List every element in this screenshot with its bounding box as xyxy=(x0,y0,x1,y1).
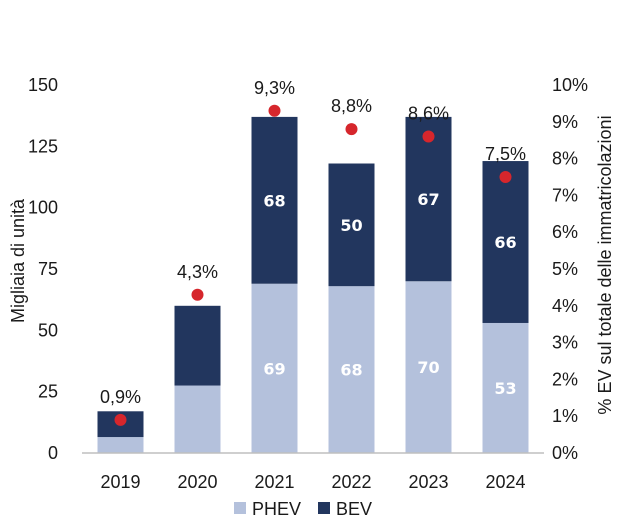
x-tick-2020: 2020 xyxy=(177,472,217,492)
y-tick-100: 100 xyxy=(28,198,58,218)
percent-markers: 0,9% 4,3% 9,3% 8,8% 8,6% 7,5% xyxy=(100,78,526,426)
bar-phev-2019 xyxy=(97,437,144,453)
percent-label-2021: 9,3% xyxy=(254,78,295,98)
bar-label-phev-2021: 69 xyxy=(263,359,285,378)
x-axis-ticks: 2019 2020 2021 2022 2023 2024 xyxy=(100,472,525,492)
legend-label-bev: BEV xyxy=(336,499,372,519)
legend-swatch-bev xyxy=(318,502,330,514)
bar-label-bev-2024: 66 xyxy=(494,233,516,252)
percent-marker-2020 xyxy=(191,288,204,301)
bar-phev-2021 xyxy=(251,283,298,453)
y2-tick-3pct: 3% xyxy=(552,333,578,353)
bar-bev-2023 xyxy=(405,116,452,282)
bar-label-phev-2023: 70 xyxy=(417,358,439,377)
bar-label-bev-2022: 50 xyxy=(340,216,362,235)
x-tick-2023: 2023 xyxy=(408,472,448,492)
bar-label-phev-2022: 68 xyxy=(340,361,362,380)
y-tick-50: 50 xyxy=(38,320,58,340)
bar-bev-2022 xyxy=(328,163,375,287)
y2-tick-6pct: 6% xyxy=(552,222,578,242)
y-tick-150: 150 xyxy=(28,75,58,95)
y2-tick-2pct: 2% xyxy=(552,369,578,389)
percent-marker-2019 xyxy=(114,413,127,426)
bar-bev-2021 xyxy=(251,116,298,284)
percent-marker-2024 xyxy=(499,171,512,183)
x-tick-2022: 2022 xyxy=(331,472,371,492)
bar-phev-2023 xyxy=(405,281,452,453)
percent-marker-2021 xyxy=(268,104,281,117)
x-tick-2021: 2021 xyxy=(254,472,294,492)
y2-tick-9pct: 9% xyxy=(552,112,578,132)
y2-tick-5pct: 5% xyxy=(552,259,578,279)
x-tick-2024: 2024 xyxy=(485,472,525,492)
percent-label-2019: 0,9% xyxy=(100,387,141,407)
y-axis-ticks: 0 25 50 75 100 125 150 xyxy=(28,75,58,463)
bar-phev-2024 xyxy=(482,322,529,453)
legend-label-phev: PHEV xyxy=(252,499,301,519)
y-tick-75: 75 xyxy=(38,259,58,279)
bar-bev-2020 xyxy=(174,305,221,386)
y-tick-125: 125 xyxy=(28,136,58,156)
x-tick-2019: 2019 xyxy=(100,472,140,492)
bar-phev-2020 xyxy=(174,385,221,453)
y2-tick-0pct: 0% xyxy=(552,443,578,463)
y2-tick-8pct: 8% xyxy=(552,149,578,169)
bar-label-bev-2023: 67 xyxy=(417,190,439,209)
bar-label-bev-2021: 68 xyxy=(263,191,285,210)
bars-group: 69 68 68 50 70 67 53 66 xyxy=(97,116,529,453)
percent-marker-2023 xyxy=(422,130,435,143)
percent-label-2020: 4,3% xyxy=(177,262,218,282)
legend: PHEV BEV xyxy=(234,499,372,519)
percent-label-2022: 8,8% xyxy=(331,96,372,116)
y2-tick-4pct: 4% xyxy=(552,296,578,316)
y2-tick-7pct: 7% xyxy=(552,185,578,205)
legend-swatch-phev xyxy=(234,502,246,514)
y-tick-0: 0 xyxy=(48,443,58,463)
y-axis-title: Migliaia di unità xyxy=(8,198,28,323)
y2-tick-10pct: 10% xyxy=(552,75,588,95)
y2-tick-1pct: 1% xyxy=(552,406,578,426)
y-tick-25: 25 xyxy=(38,382,58,402)
percent-marker-2022 xyxy=(345,123,358,136)
y2-axis-ticks: 0% 1% 2% 3% 4% 5% 6% 7% 8% 9% 10% xyxy=(552,75,588,463)
y2-axis-title: % EV sul totale delle immatricolazioni xyxy=(595,115,615,414)
percent-label-2024: 7,5% xyxy=(485,144,526,164)
percent-label-2023: 8,6% xyxy=(408,104,449,124)
bar-phev-2022 xyxy=(328,286,375,453)
bar-bev-2024 xyxy=(482,161,529,323)
bar-label-phev-2024: 53 xyxy=(494,379,516,398)
